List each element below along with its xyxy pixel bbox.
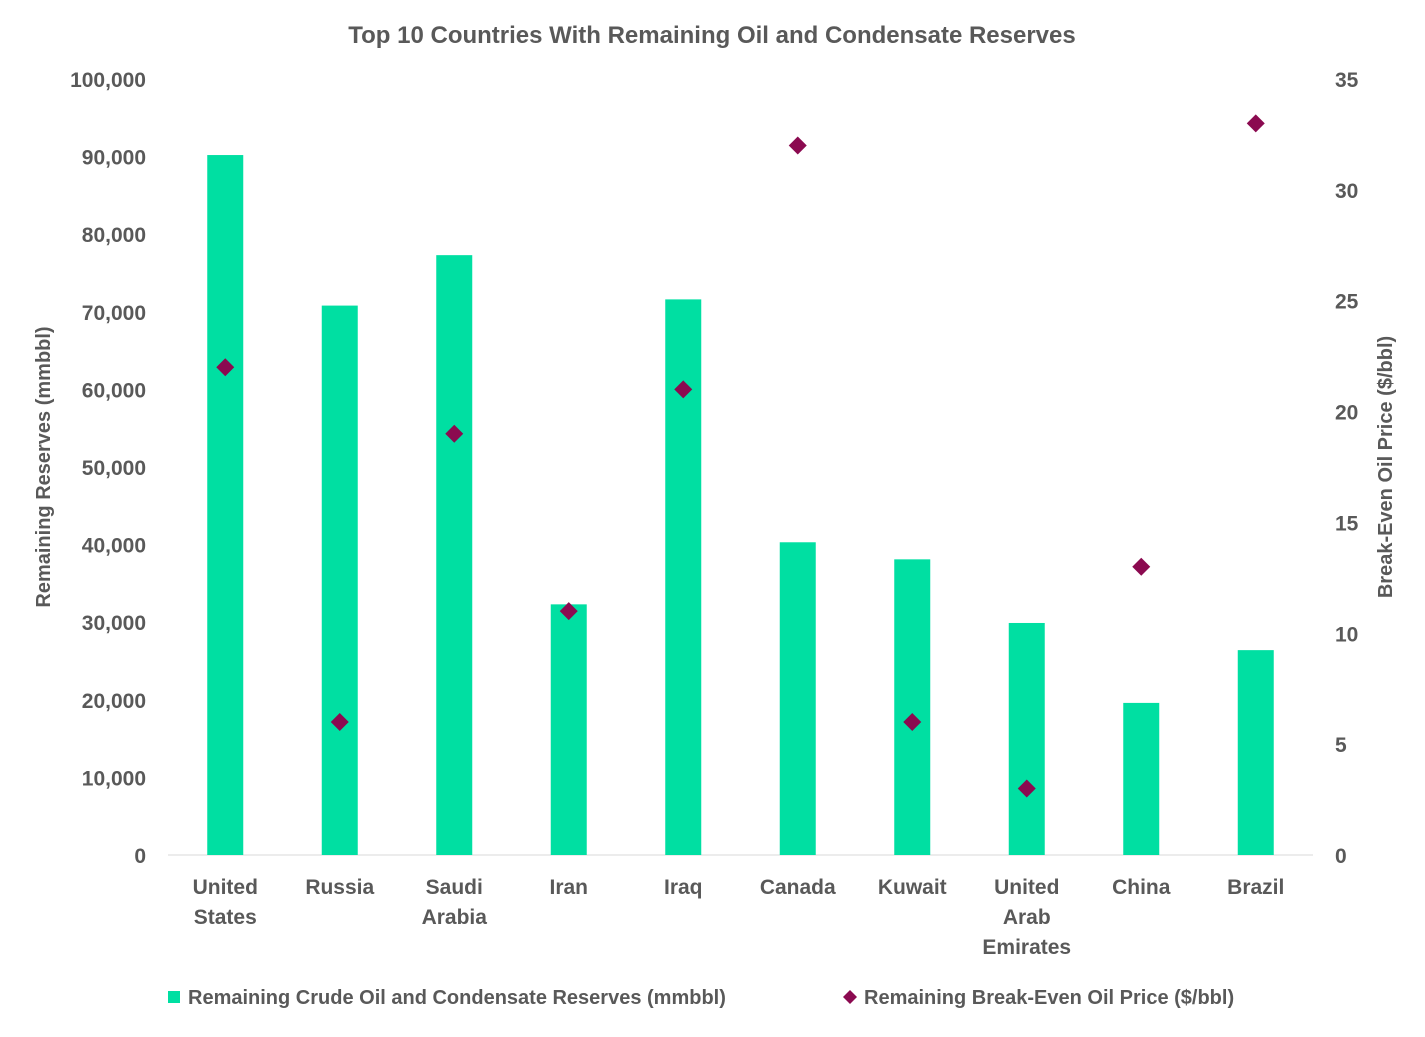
y-tick-label: 10,000 [82,767,146,790]
diamond-point [903,712,922,731]
diamond-point [1246,114,1265,133]
chart-title: Top 10 Countries With Remaining Oil and … [348,22,1075,49]
y2-tick-label: 15 [1335,512,1359,535]
y2-tick-label: 30 [1335,180,1358,203]
x-tick-label: Kuwait [878,876,947,899]
y-tick-label: 50,000 [82,457,146,480]
diamond-point [674,380,693,399]
bar [207,155,244,856]
diamond-point [445,424,464,443]
y-tick-label: 60,000 [82,379,146,402]
bar [894,559,931,855]
x-tick-label: Emirates [982,936,1071,959]
y2-axis-label: Break-Even Oil Price ($/bbl) [1375,336,1397,598]
bar [550,604,587,855]
x-tick-label: Arab [1003,906,1051,929]
x-tick-label: China [1112,876,1171,899]
y2-tick-label: 25 [1335,291,1359,314]
y-axis-label: Remaining Reserves (mmbbl) [33,326,55,607]
legend: Remaining Crude Oil and Condensate Reser… [168,987,1234,1009]
legend-bar-label: Remaining Crude Oil and Condensate Reser… [188,987,726,1009]
diamond-point [788,136,807,155]
x-tick-label: Brazil [1227,876,1284,899]
legend-diamond-swatch [843,990,857,1004]
diamond-point [559,602,578,621]
bar [1123,702,1160,855]
x-tick-label: Iraq [664,876,703,899]
diamond-point [330,712,349,731]
y2-tick-label: 35 [1335,69,1359,92]
x-tick-label: Saudi [426,876,483,899]
y2-tick-label: 10 [1335,623,1358,646]
y-tick-label: 20,000 [82,690,146,713]
x-tick-label: Arabia [422,906,488,929]
x-tick-label: Russia [305,876,374,899]
diamond-point [216,358,235,377]
x-tick-label: United [193,876,258,899]
y-tick-label: 40,000 [82,535,146,558]
y2-tick-label: 0 [1335,845,1347,868]
y-tick-label: 70,000 [82,302,146,325]
y-tick-label: 0 [134,845,146,868]
bar [1237,650,1274,855]
y-tick-label: 80,000 [82,224,146,247]
diamond-point [1017,779,1036,798]
diamond-point [1132,557,1151,576]
y-tick-label: 100,000 [70,69,146,92]
bar [321,305,358,855]
x-tick-label: States [194,906,257,929]
y2-tick-label: 5 [1335,734,1347,757]
y-tick-label: 30,000 [82,612,146,635]
y-tick-label: 90,000 [82,147,146,170]
bar [779,542,816,855]
legend-bar-swatch [168,991,180,1003]
y2-tick-label: 20 [1335,402,1358,425]
bar [1008,622,1045,855]
x-tick-label: United [994,876,1059,899]
x-tick-label: Iran [549,876,588,899]
bar [436,255,473,856]
x-tick-label: Canada [760,876,836,899]
legend-scatter-label: Remaining Break-Even Oil Price ($/bbl) [864,987,1234,1009]
